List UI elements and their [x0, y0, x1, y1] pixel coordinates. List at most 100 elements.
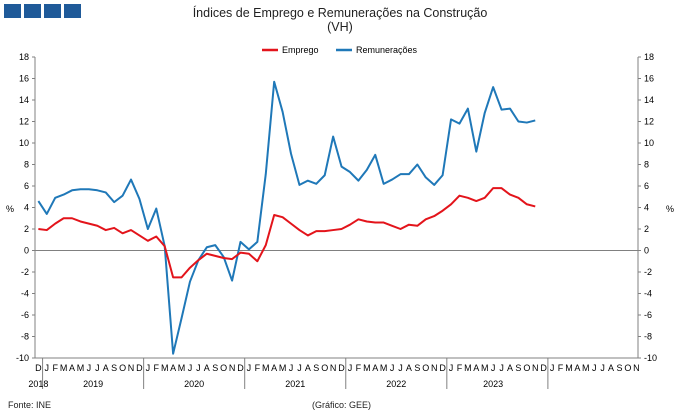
series-line-emprego — [38, 187, 536, 279]
x-month-label: A — [574, 363, 580, 373]
x-month-label: F — [255, 363, 261, 373]
x-month-label: O — [523, 363, 530, 373]
y-tick-label-right: 16 — [644, 74, 654, 84]
x-month-label: J — [550, 363, 555, 373]
x-month-label: J — [45, 363, 50, 373]
y-tick-label-right: 2 — [644, 224, 649, 234]
x-month-label: A — [204, 363, 210, 373]
credit-note: (Gráfico: GEE) — [312, 400, 372, 410]
x-month-label: O — [624, 363, 631, 373]
y-tick-label-right: 4 — [644, 203, 649, 213]
y-axis-label-left: % — [6, 204, 14, 214]
x-month-label: N — [330, 363, 337, 373]
axes-layer — [32, 56, 641, 389]
y-tick-label-right: 6 — [644, 181, 649, 191]
x-month-label: A — [473, 363, 479, 373]
x-month-label: J — [146, 363, 151, 373]
y-tick-label-left: 16 — [19, 74, 29, 84]
x-month-label: M — [178, 363, 186, 373]
x-month-label: M — [380, 363, 388, 373]
y-tick-label-right: 14 — [644, 95, 654, 105]
y-tick-label-right: 10 — [644, 138, 654, 148]
x-month-label: J — [188, 363, 193, 373]
y-tick-label-left: -6 — [21, 310, 29, 320]
y-tick-label-right: 18 — [644, 52, 654, 62]
x-year-label: 2018 — [28, 379, 48, 389]
x-month-label: A — [69, 363, 75, 373]
x-month-label: M — [77, 363, 85, 373]
y-tick-label-left: -4 — [21, 289, 29, 299]
x-month-label: A — [608, 363, 614, 373]
y-axis-label-right: % — [666, 204, 674, 214]
legend: Emprego Remunerações — [262, 45, 418, 55]
x-month-label: J — [348, 363, 353, 373]
x-month-label: M — [582, 363, 590, 373]
x-month-label: A — [305, 363, 311, 373]
y-tick-label-right: -4 — [644, 289, 652, 299]
x-month-label: A — [406, 363, 412, 373]
x-month-label: O — [422, 363, 429, 373]
y-tick-label-left: 0 — [24, 246, 29, 256]
ine-logo — [4, 4, 81, 18]
x-month-label: O — [119, 363, 126, 373]
x-month-label: J — [398, 363, 403, 373]
x-year-label: 2019 — [83, 379, 103, 389]
x-month-label: M — [565, 363, 573, 373]
x-month-label: O — [321, 363, 328, 373]
x-month-label: M — [262, 363, 270, 373]
y-tick-label-right: 12 — [644, 117, 654, 127]
chart-subtitle: (VH) — [327, 20, 353, 34]
x-month-label: J — [247, 363, 252, 373]
y-tick-label-left: 10 — [19, 138, 29, 148]
series-line-remuneracoes — [37, 80, 536, 355]
x-month-label: J — [390, 363, 395, 373]
y-tick-label-left: 2 — [24, 224, 29, 234]
x-month-label: M — [363, 363, 371, 373]
x-month-label: N — [128, 363, 135, 373]
x-month-label: J — [592, 363, 597, 373]
chart-title: Índices de Emprego e Remunerações na Con… — [192, 6, 488, 20]
y-tick-label-left: -10 — [16, 353, 29, 363]
x-month-label: S — [212, 363, 218, 373]
y-tick-label-left: 12 — [19, 117, 29, 127]
logo-block — [24, 4, 41, 18]
x-month-label: J — [297, 363, 302, 373]
y-tick-label-right: -8 — [644, 332, 652, 342]
x-year-label: 2022 — [386, 379, 406, 389]
x-month-label: A — [170, 363, 176, 373]
x-month-label: D — [35, 363, 42, 373]
x-month-label: A — [507, 363, 513, 373]
x-month-label: N — [633, 363, 640, 373]
y-tick-label-left: 8 — [24, 160, 29, 170]
x-month-label: F — [457, 363, 463, 373]
y-tick-label-left: 6 — [24, 181, 29, 191]
x-month-label: S — [111, 363, 117, 373]
x-month-label: S — [515, 363, 521, 373]
x-month-label: D — [237, 363, 244, 373]
x-month-label: N — [532, 363, 539, 373]
x-month-label: J — [449, 363, 454, 373]
x-month-label: M — [161, 363, 169, 373]
x-month-label: N — [229, 363, 236, 373]
x-month-label: S — [313, 363, 319, 373]
y-tick-label-left: -8 — [21, 332, 29, 342]
x-month-label: A — [271, 363, 277, 373]
x-month-label: F — [356, 363, 362, 373]
x-month-label: J — [499, 363, 504, 373]
legend-label-remuneracoes: Remunerações — [356, 45, 418, 55]
legend-label-emprego: Emprego — [282, 45, 319, 55]
logo-block — [44, 4, 61, 18]
x-year-label: 2023 — [483, 379, 503, 389]
x-month-label: D — [540, 363, 547, 373]
y-tick-label-right: -2 — [644, 267, 652, 277]
y-tick-label-right: -10 — [644, 353, 657, 363]
x-month-label: A — [103, 363, 109, 373]
x-month-label: O — [220, 363, 227, 373]
x-month-label: J — [491, 363, 496, 373]
x-month-label: M — [481, 363, 489, 373]
x-month-label: J — [87, 363, 92, 373]
x-month-label: M — [60, 363, 68, 373]
x-year-label: 2020 — [184, 379, 204, 389]
x-month-label: M — [464, 363, 472, 373]
